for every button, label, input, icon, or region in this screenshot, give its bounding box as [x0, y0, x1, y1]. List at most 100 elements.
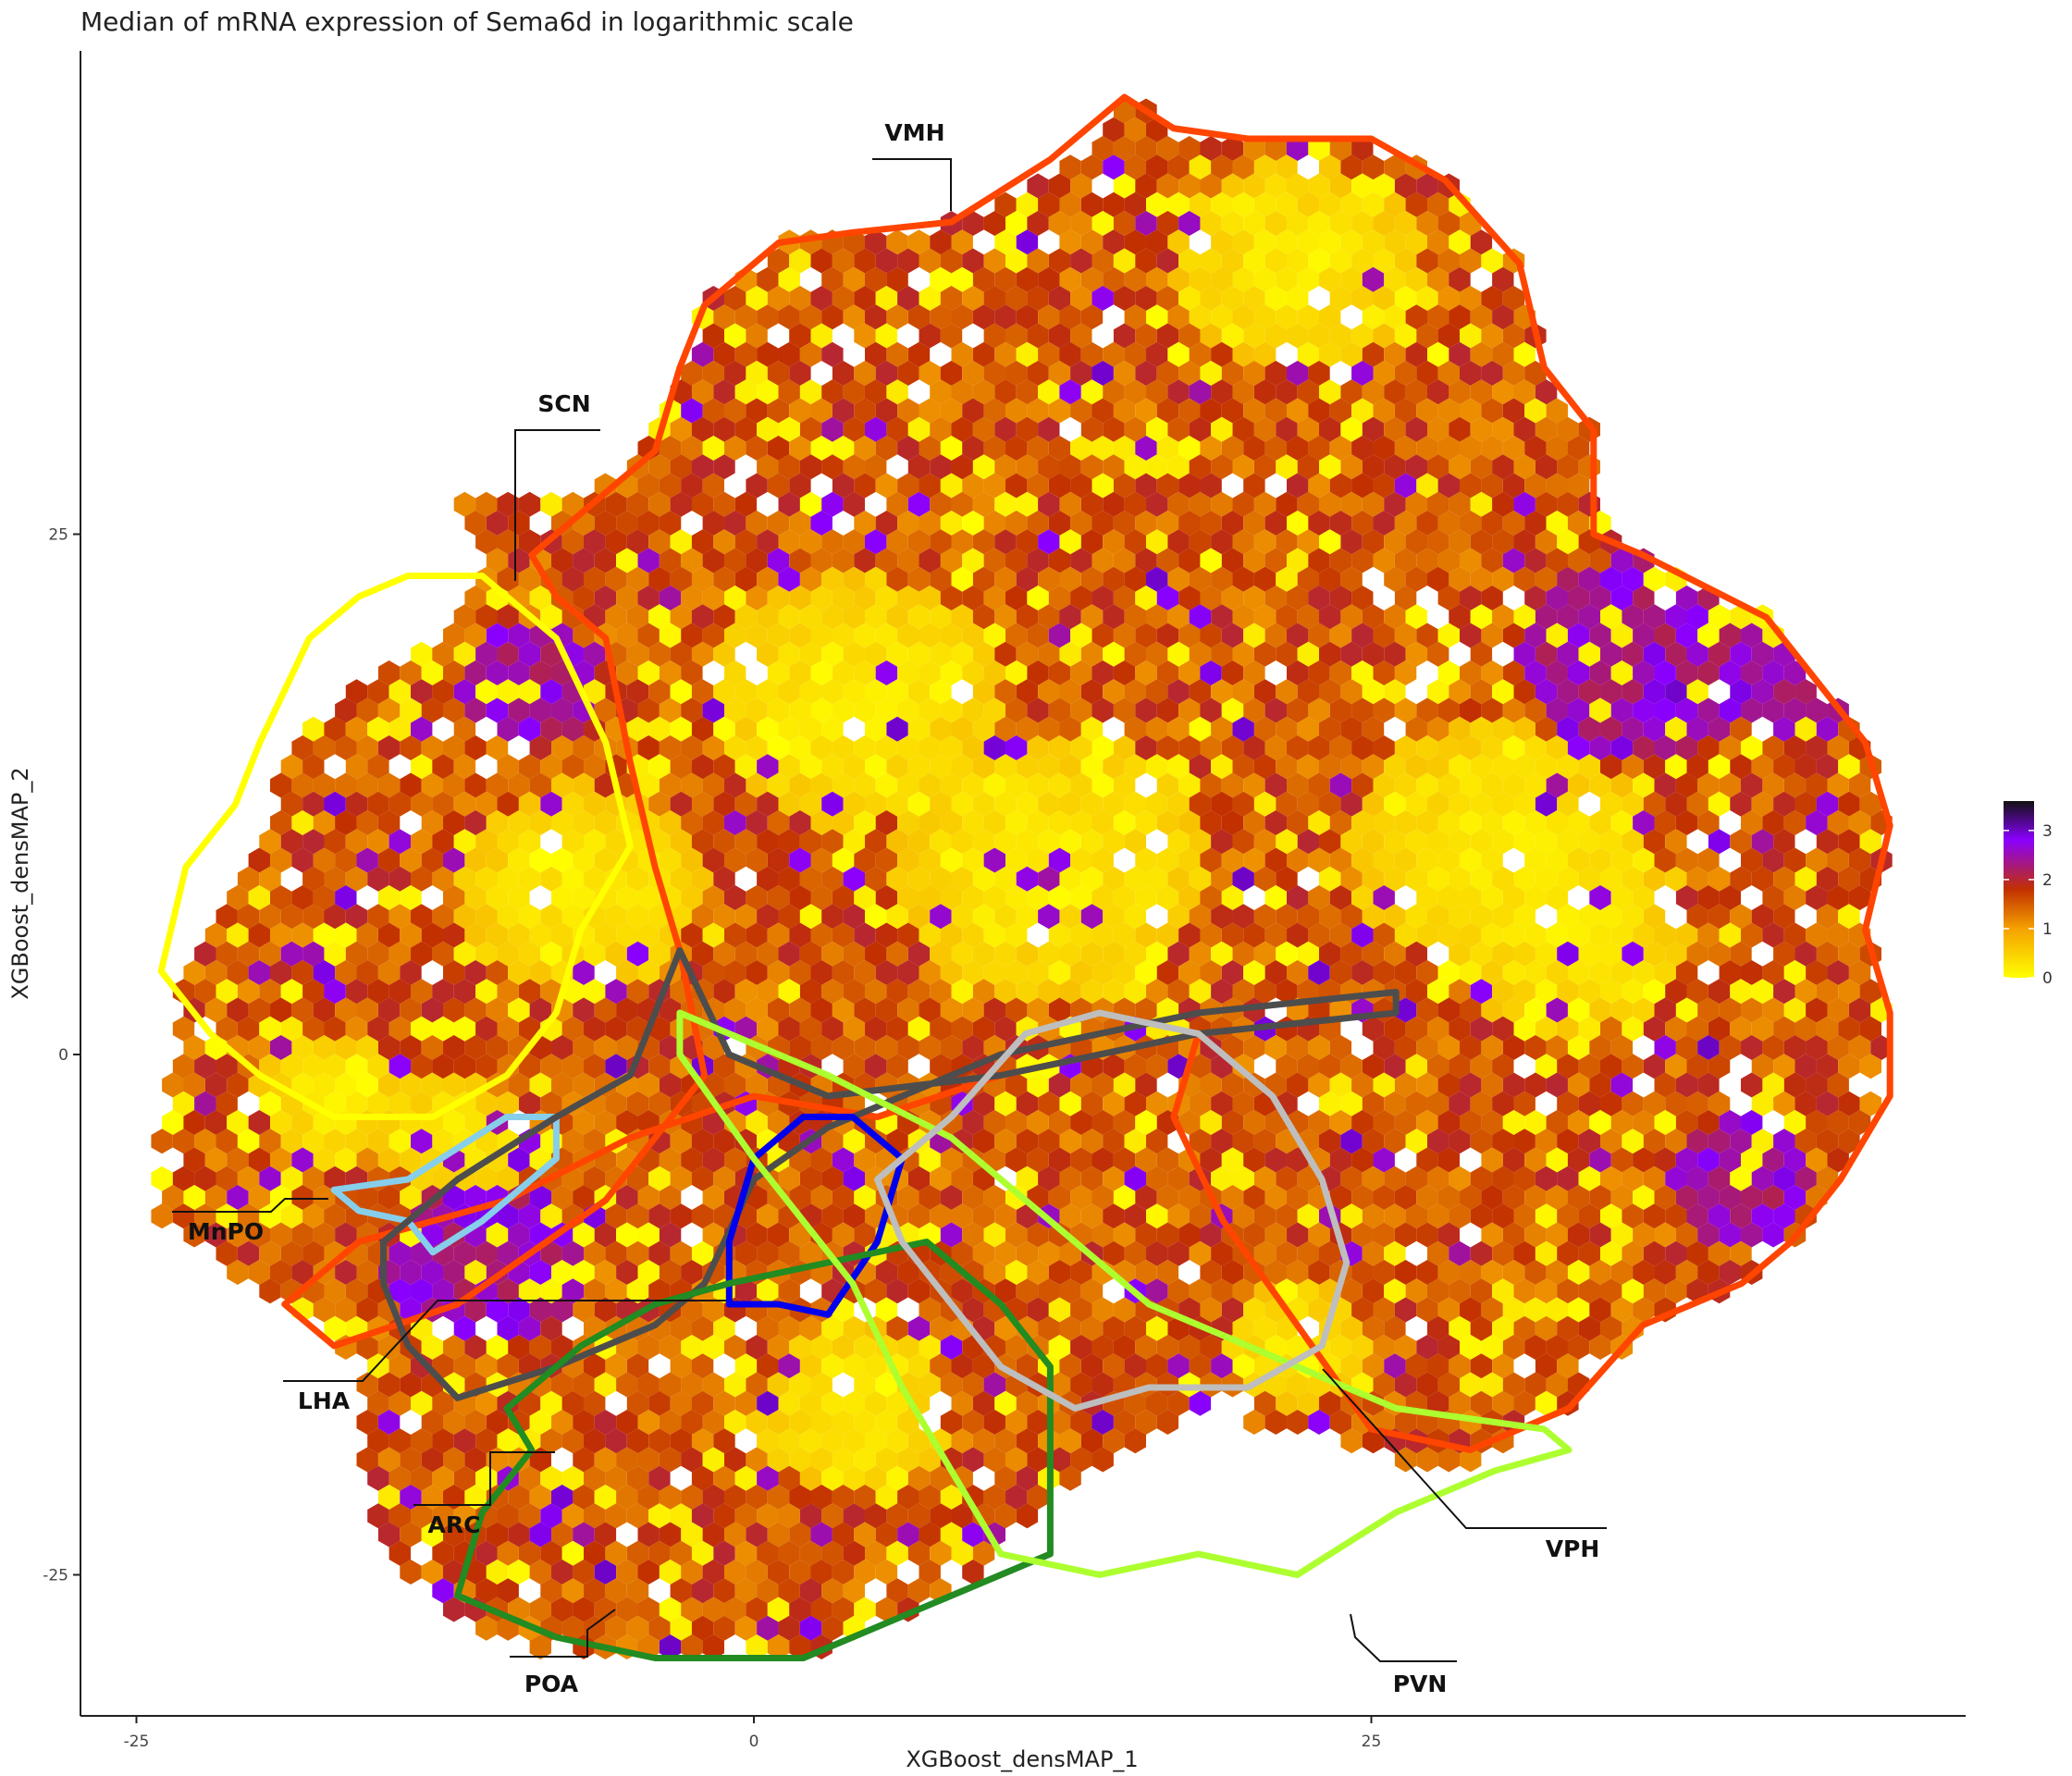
hex-bin [865, 754, 887, 780]
hex-bin [1027, 473, 1049, 499]
hex-bin [670, 604, 692, 630]
hex-bin [994, 304, 1017, 330]
hex-bin [789, 398, 811, 424]
hex-bin [681, 548, 703, 574]
hex-bin [724, 697, 746, 723]
hex-bin [1827, 735, 1849, 760]
hex-bin [972, 754, 995, 780]
hex-bin [799, 604, 822, 630]
hex-bin [1178, 586, 1201, 610]
hex-bin [1492, 491, 1514, 517]
hex-bin [1135, 623, 1157, 648]
hex-bin [1124, 341, 1146, 367]
hex-bin [1513, 679, 1536, 705]
hex-bin [1589, 697, 1611, 723]
hex-bin [626, 641, 649, 667]
hex-bin [1416, 772, 1438, 798]
hex-bin [1513, 716, 1536, 742]
hex-bin [907, 754, 931, 780]
hex-bin [1405, 566, 1427, 592]
hex-bin [1675, 735, 1698, 760]
hex-bin [1610, 735, 1634, 760]
hex-bin [1449, 566, 1471, 592]
hex-bin [1600, 641, 1622, 667]
hex-bin [1016, 566, 1039, 592]
hex-bin [1103, 117, 1125, 142]
hex-bin [551, 548, 574, 574]
hex-bin [897, 361, 919, 386]
hex-bin [1654, 623, 1676, 648]
hex-bin [746, 623, 768, 648]
hex-bin [1080, 379, 1104, 405]
hex-bin [637, 697, 660, 723]
region-label-arc: ARC [428, 1511, 481, 1538]
hex-bin [1232, 454, 1254, 480]
hex-bin [670, 491, 692, 517]
hex-bin [1427, 266, 1449, 292]
hex-bin [1287, 511, 1309, 536]
hex-bin [1384, 154, 1406, 180]
hex-bin [983, 660, 1005, 685]
hex-bin [1405, 416, 1427, 442]
hex-bin [1297, 679, 1320, 705]
hex-bin [799, 491, 822, 517]
hex-bin [1708, 641, 1731, 667]
hex-bin [1362, 304, 1385, 330]
hex-bin [778, 604, 800, 630]
hex-bin [400, 735, 422, 760]
hex-bin [1080, 641, 1104, 667]
hex-bin [1394, 548, 1417, 574]
hex-bin [875, 286, 898, 311]
hex-bin [1276, 529, 1298, 555]
hex-bin [1806, 697, 1828, 723]
hex-bin [799, 641, 822, 667]
hex-bin [1329, 436, 1352, 461]
hex-bin [681, 697, 703, 723]
hex-bin [1167, 529, 1190, 555]
hex-bin [832, 286, 855, 311]
hex-bin [280, 791, 303, 817]
hex-bin [1059, 604, 1081, 630]
hex-bin [778, 716, 800, 742]
hex-bin [1297, 529, 1320, 555]
hex-bin [778, 491, 800, 517]
hex-bin [907, 304, 931, 330]
hex-bin [486, 511, 509, 536]
hex-bin [1394, 323, 1417, 349]
hex-bin [799, 379, 822, 405]
hex-bin [983, 772, 1005, 798]
hex-bin [1319, 154, 1341, 180]
hex-bin [951, 341, 973, 367]
hex-bin [659, 660, 682, 685]
hex-bin [1189, 154, 1212, 180]
hex-bin [983, 511, 1005, 536]
hex-bin [734, 679, 758, 705]
hex-bin [1741, 660, 1763, 685]
hex-bin [1048, 697, 1071, 723]
hex-bin [734, 754, 758, 780]
hex-bin [983, 697, 1005, 723]
hex-bin [1643, 604, 1666, 630]
hex-bin [1232, 266, 1254, 292]
hex-bin [1189, 416, 1212, 442]
hex-bin [1048, 211, 1071, 236]
hex-bin [1178, 136, 1201, 161]
hex-bin [1460, 772, 1482, 798]
hex-bin [432, 679, 454, 705]
hex-bin [746, 548, 768, 574]
hex-bin [497, 491, 519, 517]
hex-bin [1524, 697, 1547, 723]
hex-bin [584, 679, 606, 705]
hex-bin [1221, 398, 1244, 424]
hex-bin [1189, 679, 1212, 705]
hex-bin [486, 660, 509, 685]
hex-bin [1135, 173, 1157, 199]
hex-bin [1719, 697, 1741, 723]
hex-bin [421, 772, 444, 798]
hex-bin [1016, 529, 1039, 555]
hex-bin [1189, 604, 1212, 630]
hex-bin [930, 529, 952, 555]
hex-bin [1027, 398, 1049, 424]
hex-bin [400, 660, 422, 685]
hex-bin [810, 398, 832, 424]
